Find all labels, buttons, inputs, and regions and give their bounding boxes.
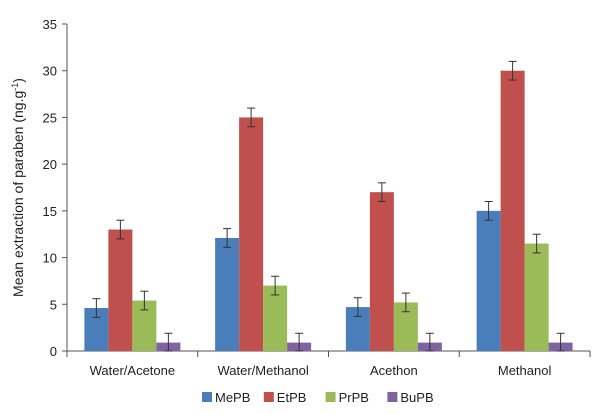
y-tick-label: 25 [43,110,57,125]
bar-mepb-1 [215,237,240,351]
x-category-label: Methanol [498,363,552,378]
bar-etpb-0 [108,229,133,351]
x-category-label: Acethon [370,363,418,378]
legend-swatch-bupb [387,392,398,402]
legend-label-mepb: MePB [215,390,250,405]
legend-swatch-prpb [325,392,336,402]
legend-label-etpb: EtPB [277,390,307,405]
error-bars [92,60,565,352]
y-axis-label: Mean extraction of paraben (ng.g-1) [10,78,26,297]
legend-label-prpb: PrPB [339,390,369,405]
x-category-label: Water/Methanol [217,363,308,378]
bar-prpb-3 [524,243,549,351]
legend: MePB EtPB PrPB BuPB [202,390,434,405]
bar-mepb-3 [476,210,501,351]
y-axis-label-group: Mean extraction of paraben (ng.g-1) [10,78,26,297]
y-tick-label: 30 [43,64,57,79]
y-tick-label: 0 [50,344,57,359]
y-axis-label-main: Mean extraction of paraben (ng.g [10,91,26,297]
y-tick-label: 35 [43,17,57,32]
x-category-label: Water/Acetone [90,363,176,378]
bars [84,70,573,351]
category-labels: Water/Acetone Water/Methanol Acethon Methan… [90,363,552,378]
bar-etpb-2 [369,192,394,351]
bar-etpb-1 [239,117,264,351]
y-ticks: 0 5 10 15 20 25 30 35 [43,17,67,359]
y-tick-label: 15 [43,204,57,219]
legend-label-bupb: BuPB [400,390,433,405]
y-tick-label: 5 [50,297,57,312]
y-axis-label-end: ) [10,78,26,83]
bar-prpb-1 [263,285,288,351]
y-tick-label: 10 [43,251,57,266]
legend-swatch-etpb [263,392,274,402]
y-axis-label-superscript: -1 [10,83,20,91]
y-tick-label: 20 [43,157,57,172]
bar-etpb-3 [500,70,525,351]
legend-swatch-mepb [202,392,212,402]
